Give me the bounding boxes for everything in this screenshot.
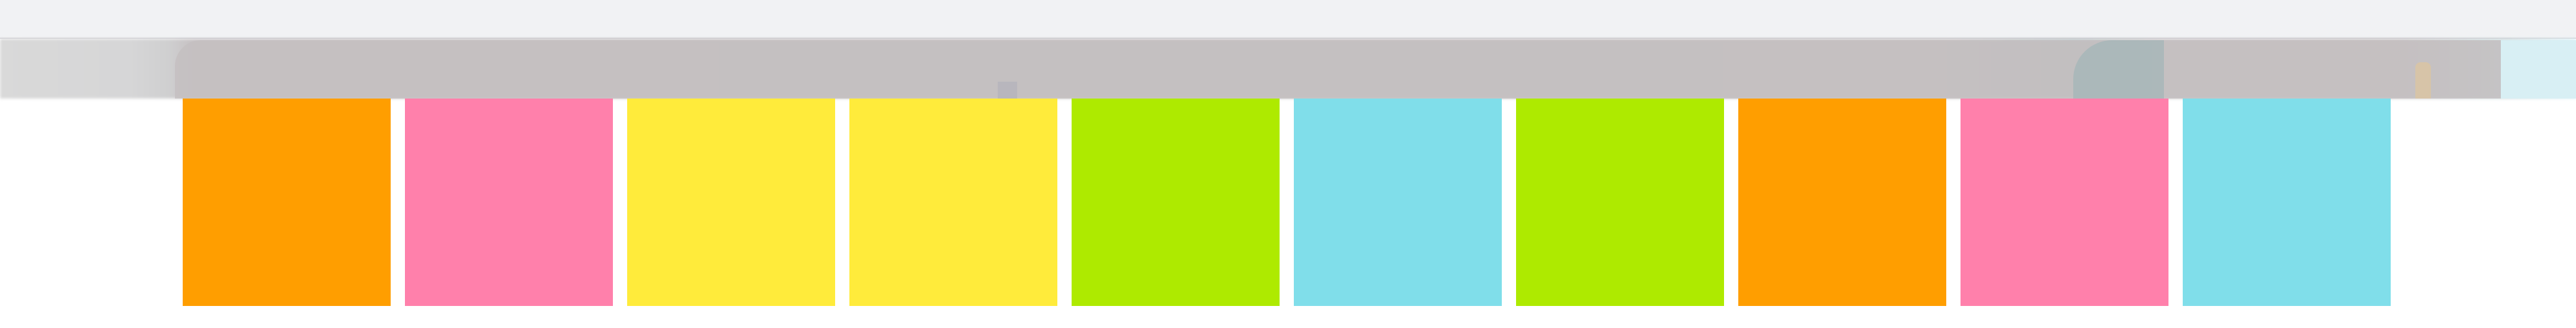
color-tile-lime[interactable] xyxy=(1516,99,1724,306)
top-toolbar xyxy=(0,0,2576,39)
color-tile-yellow[interactable] xyxy=(849,99,1057,306)
color-tile-orange[interactable] xyxy=(1738,99,1946,306)
color-tile-row xyxy=(183,99,2391,306)
color-tile-orange[interactable] xyxy=(183,99,391,306)
blurred-shape xyxy=(998,82,1017,99)
color-tile-yellow[interactable] xyxy=(627,99,835,306)
color-tile-cyan[interactable] xyxy=(2183,99,2391,306)
color-tile-lime[interactable] xyxy=(1072,99,1280,306)
color-tile-cyan[interactable] xyxy=(1294,99,1502,306)
color-tile-pink[interactable] xyxy=(405,99,613,306)
blurred-shape xyxy=(2415,62,2431,99)
blurred-shape xyxy=(2073,40,2164,99)
blurred-shape xyxy=(2501,40,2576,99)
color-tile-pink[interactable] xyxy=(1961,99,2168,306)
